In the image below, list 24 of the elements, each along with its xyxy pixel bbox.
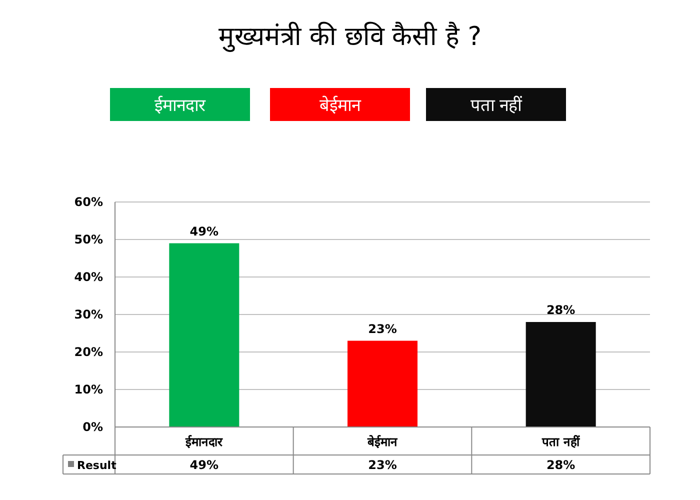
bar (526, 322, 596, 427)
y-tick-label: 30% (74, 308, 103, 322)
legend-item: ईमानदार (110, 88, 250, 121)
data-label: 23% (368, 458, 397, 472)
y-tick-label: 60% (74, 195, 103, 209)
x-tick-label: बेईमान (366, 435, 398, 449)
bar (348, 340, 418, 427)
text: 28% (546, 303, 576, 317)
data-label: 28% (546, 458, 576, 472)
legend: Result (68, 459, 116, 472)
y-tick-label: 0% (82, 420, 103, 434)
y-tick-label: 50% (74, 232, 103, 246)
text: 49% (190, 224, 219, 238)
y-tick-label: 20% (74, 345, 103, 359)
data-label: 49% (190, 458, 219, 472)
bar (169, 243, 240, 427)
legend-item: पता नहीं (426, 88, 566, 121)
y-tick-label: 10% (74, 382, 103, 396)
legend-item: बेईमान (270, 88, 410, 121)
text: 23% (368, 322, 397, 336)
x-tick-label: ईमानदार (184, 435, 224, 449)
x-tick-label: पता नहीं (541, 434, 580, 449)
chart-title: मुख्यमंत्री की छवि कैसी है ? (218, 21, 482, 52)
y-tick-label: 40% (74, 270, 103, 284)
